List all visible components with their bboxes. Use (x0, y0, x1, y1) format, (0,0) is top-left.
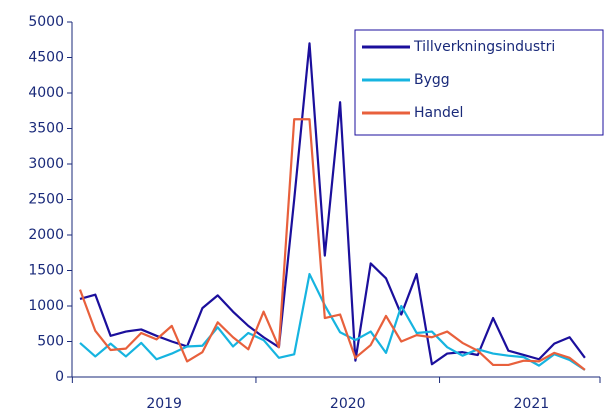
y-tick-label: 3000 (28, 156, 64, 172)
x-year-label: 2020 (330, 396, 366, 412)
y-tick-label: 1500 (28, 263, 64, 279)
y-tick-label: 2500 (28, 192, 64, 208)
y-tick-label: 3500 (28, 121, 64, 137)
y-tick-label: 4000 (28, 85, 64, 101)
y-tick-label: 0 (55, 369, 64, 385)
legend-label: Handel (414, 105, 463, 121)
y-tick-label: 4500 (28, 50, 64, 66)
series-line (79, 272, 586, 371)
y-tick-label: 2000 (28, 227, 64, 243)
legend-label: Tillverkningsindustri (413, 39, 555, 55)
series-line (78, 118, 586, 371)
series-line (79, 42, 586, 366)
x-year-label: 2019 (146, 396, 182, 412)
y-tick-label: 1000 (28, 298, 64, 314)
legend-label: Bygg (414, 72, 450, 88)
x-year-label: 2021 (514, 396, 550, 412)
y-tick-label: 5000 (28, 14, 64, 30)
y-tick-label: 500 (37, 334, 64, 350)
